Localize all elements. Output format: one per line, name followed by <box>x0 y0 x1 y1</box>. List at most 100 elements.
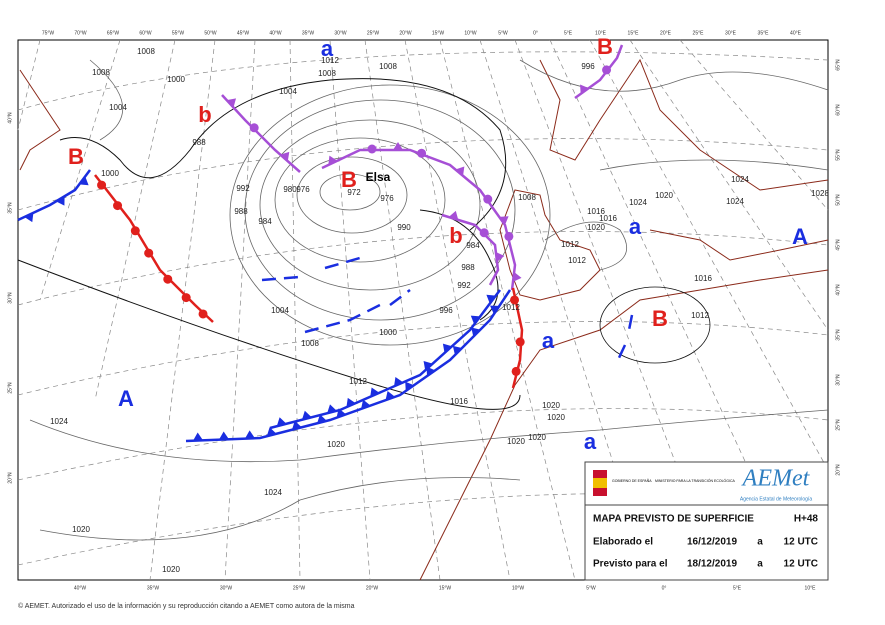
info-box: GOBIERNO DE ESPAÑA MINISTERIO PARA LA TRA… <box>584 461 829 581</box>
front-semicircle <box>483 194 493 204</box>
isobar-label: 972 <box>347 188 361 197</box>
front-semicircle <box>417 148 427 158</box>
front-triangle <box>328 155 338 166</box>
isobar-label: 1012 <box>321 56 339 65</box>
longitude-label: 75°W <box>42 30 55 36</box>
front-triangle <box>226 98 237 108</box>
front-triangle <box>192 432 203 441</box>
front-triangle <box>317 414 327 424</box>
isobar-label: 992 <box>457 281 471 290</box>
latitude-label: 50°N <box>835 194 841 206</box>
front-triangle <box>455 166 465 176</box>
front-triangle <box>280 151 290 162</box>
front-semicircle <box>198 309 208 319</box>
isobar-label: 1020 <box>655 191 673 200</box>
longitude-label: 30°E <box>725 30 737 36</box>
isobar-label: 1024 <box>50 417 68 426</box>
isobar-label: 976 <box>380 194 394 203</box>
isobar-label: 1008 <box>301 339 319 348</box>
pressure-center: B <box>652 306 668 331</box>
front-semicircle <box>504 231 514 241</box>
info-box-frame <box>584 461 829 581</box>
longitude-label: 40°E <box>790 30 802 36</box>
longitude-label: 60°W <box>139 30 152 36</box>
front-triangle <box>385 390 395 401</box>
pressure-center: a <box>584 429 597 454</box>
isobar-label: 1008 <box>379 62 397 71</box>
latitude-label: 30°N <box>7 292 13 304</box>
longitude-label: 10°W <box>464 30 477 36</box>
coastlines <box>19 58 829 581</box>
pressure-center: A <box>118 386 134 411</box>
front-triangle <box>452 345 463 356</box>
longitude-label: 30°W <box>220 585 233 591</box>
front-triangle <box>266 427 277 437</box>
isobar-label: 1024 <box>264 488 282 497</box>
front-triangle <box>393 142 403 150</box>
isobar-label: 1020 <box>542 401 560 410</box>
front-triangle <box>405 381 414 391</box>
front-triangle <box>301 410 312 420</box>
info-cell: 18/12/2019 <box>687 559 737 570</box>
isobar-label: 1020 <box>507 437 525 446</box>
front-semicircle <box>113 201 123 211</box>
agency-logo: AEMet <box>741 466 811 492</box>
isobar-label: 1020 <box>162 565 180 574</box>
isobar-label: 980 <box>283 185 297 194</box>
front-triangle <box>495 251 505 262</box>
info-cell: 12 UTC <box>784 537 818 548</box>
longitude-label: 35°W <box>147 585 160 591</box>
front-line <box>185 289 512 443</box>
trough-line <box>304 303 381 334</box>
isobar-label: 1016 <box>694 274 712 283</box>
longitude-label: 50°W <box>204 30 217 36</box>
isobar-label: 1012 <box>691 311 709 320</box>
front-triangle <box>442 343 452 353</box>
isobar-label: 1020 <box>528 433 546 442</box>
isobar-label: 988 <box>192 138 206 147</box>
longitude-label: 25°E <box>693 30 705 36</box>
lead-time: H+48 <box>794 514 819 525</box>
isobars <box>17 59 829 541</box>
longitude-label: 25°W <box>367 30 380 36</box>
info-cell: a <box>757 559 763 570</box>
front-triangle <box>244 430 255 439</box>
isobar-label: 990 <box>397 223 411 232</box>
front-semicircle <box>144 248 154 258</box>
fronts <box>17 44 634 443</box>
longitude-label: 45°W <box>237 30 250 36</box>
front-triangle <box>512 271 522 282</box>
pressure-center: B <box>597 34 613 59</box>
latitude-label: 25°N <box>7 382 13 394</box>
latitude-label: 55°N <box>835 149 841 161</box>
isobar-label: 1008 <box>318 69 336 78</box>
trough-line <box>626 314 634 336</box>
isobar-label: 988 <box>461 263 475 272</box>
longitude-label: 5°W <box>498 30 508 36</box>
front-triangle <box>79 176 89 186</box>
front-semicircle <box>602 65 612 75</box>
front-semicircle <box>249 123 259 133</box>
front-triangle <box>426 366 436 377</box>
isobar-label: 1004 <box>279 87 297 96</box>
isobar-label: 1024 <box>731 175 749 184</box>
longitude-label: 30°W <box>334 30 347 36</box>
isobar-label: 1016 <box>587 207 605 216</box>
longitude-label: 10°E <box>805 585 817 591</box>
pressure-center: b <box>449 223 462 248</box>
box-title: MAPA PREVISTO DE SUPERFICIE <box>593 514 754 525</box>
pressure-center: B <box>68 144 84 169</box>
isobar-label: 1000 <box>379 328 397 337</box>
latitude-label: 45°N <box>835 239 841 251</box>
isobar-label: 1020 <box>587 223 605 232</box>
isobar-label: 1024 <box>629 198 647 207</box>
longitude-label: 70°W <box>74 30 87 36</box>
trough-line <box>261 275 301 282</box>
pressure-center: A <box>792 224 808 249</box>
longitude-label: 5°W <box>586 585 596 591</box>
storm-name: Elsa <box>366 170 391 184</box>
latitude-label: 20°N <box>835 464 841 476</box>
longitude-label: 20°W <box>366 585 379 591</box>
